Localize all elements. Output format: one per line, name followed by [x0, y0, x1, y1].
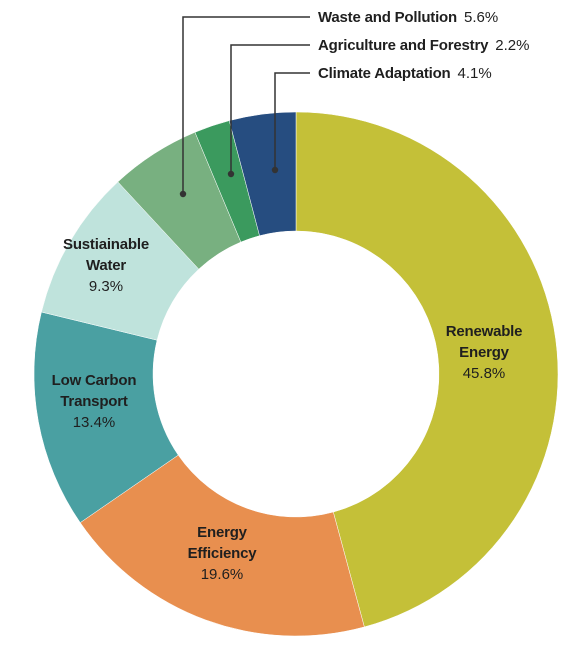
callout-text-climate-adaptation: Climate Adaptation 4.1% [318, 65, 492, 82]
label-sustainable-water-value: 9.3% [89, 278, 123, 295]
label-energy-efficiency-name-0: Energy [197, 524, 248, 541]
label-renewable-energy-name-0: Renewable [446, 323, 523, 340]
label-sustainable-water: Sustiainable Water 9.3% [63, 236, 149, 295]
label-renewable-energy-name-1: Energy [459, 344, 510, 361]
callout-text-waste-and-pollution: Waste and Pollution 5.6% [318, 9, 498, 26]
callout-name-waste-and-pollution: Waste and Pollution [318, 9, 457, 26]
label-energy-efficiency: Energy Efficiency 19.6% [188, 524, 258, 583]
callout-dot-waste-and-pollution [179, 190, 187, 198]
label-energy-efficiency-value: 19.6% [201, 566, 244, 583]
label-sustainable-water-name-1: Water [86, 257, 126, 274]
callout-waste-and-pollution: Waste and Pollution 5.6% [179, 9, 498, 198]
label-low-carbon-transport-name-1: Transport [60, 393, 128, 410]
callout-name-climate-adaptation: Climate Adaptation [318, 65, 451, 82]
callout-value-waste-and-pollution: 5.6% [464, 9, 498, 26]
callout-value-agriculture-and-forestry: 2.2% [495, 37, 529, 54]
callout-dot-climate-adaptation [271, 166, 279, 174]
slice-climate-adaptation [228, 111, 297, 237]
callout-agriculture-and-forestry: Agriculture and Forestry 2.2% [227, 37, 529, 178]
label-low-carbon-transport-value: 13.4% [73, 414, 116, 431]
label-renewable-energy: Renewable Energy 45.8% [446, 323, 523, 382]
label-sustainable-water-name-0: Sustiainable [63, 236, 149, 253]
callout-name-agriculture-and-forestry: Agriculture and Forestry [318, 37, 489, 54]
callout-climate-adaptation: Climate Adaptation 4.1% [271, 65, 492, 174]
callout-dot-agriculture-and-forestry [227, 170, 235, 178]
label-energy-efficiency-name-1: Efficiency [188, 545, 258, 562]
callout-line-climate-adaptation [274, 72, 310, 170]
label-low-carbon-transport: Low Carbon Transport 13.4% [52, 372, 137, 431]
label-renewable-energy-value: 45.8% [463, 365, 506, 382]
callout-line-waste-and-pollution [182, 16, 310, 194]
callout-text-agriculture-and-forestry: Agriculture and Forestry 2.2% [318, 37, 529, 54]
slice-energy-efficiency [79, 454, 365, 637]
callout-line-agriculture-and-forestry [230, 44, 310, 174]
slice-renewable-energy [295, 111, 559, 628]
label-low-carbon-transport-name-0: Low Carbon [52, 372, 137, 389]
callout-value-climate-adaptation: 4.1% [458, 65, 492, 82]
